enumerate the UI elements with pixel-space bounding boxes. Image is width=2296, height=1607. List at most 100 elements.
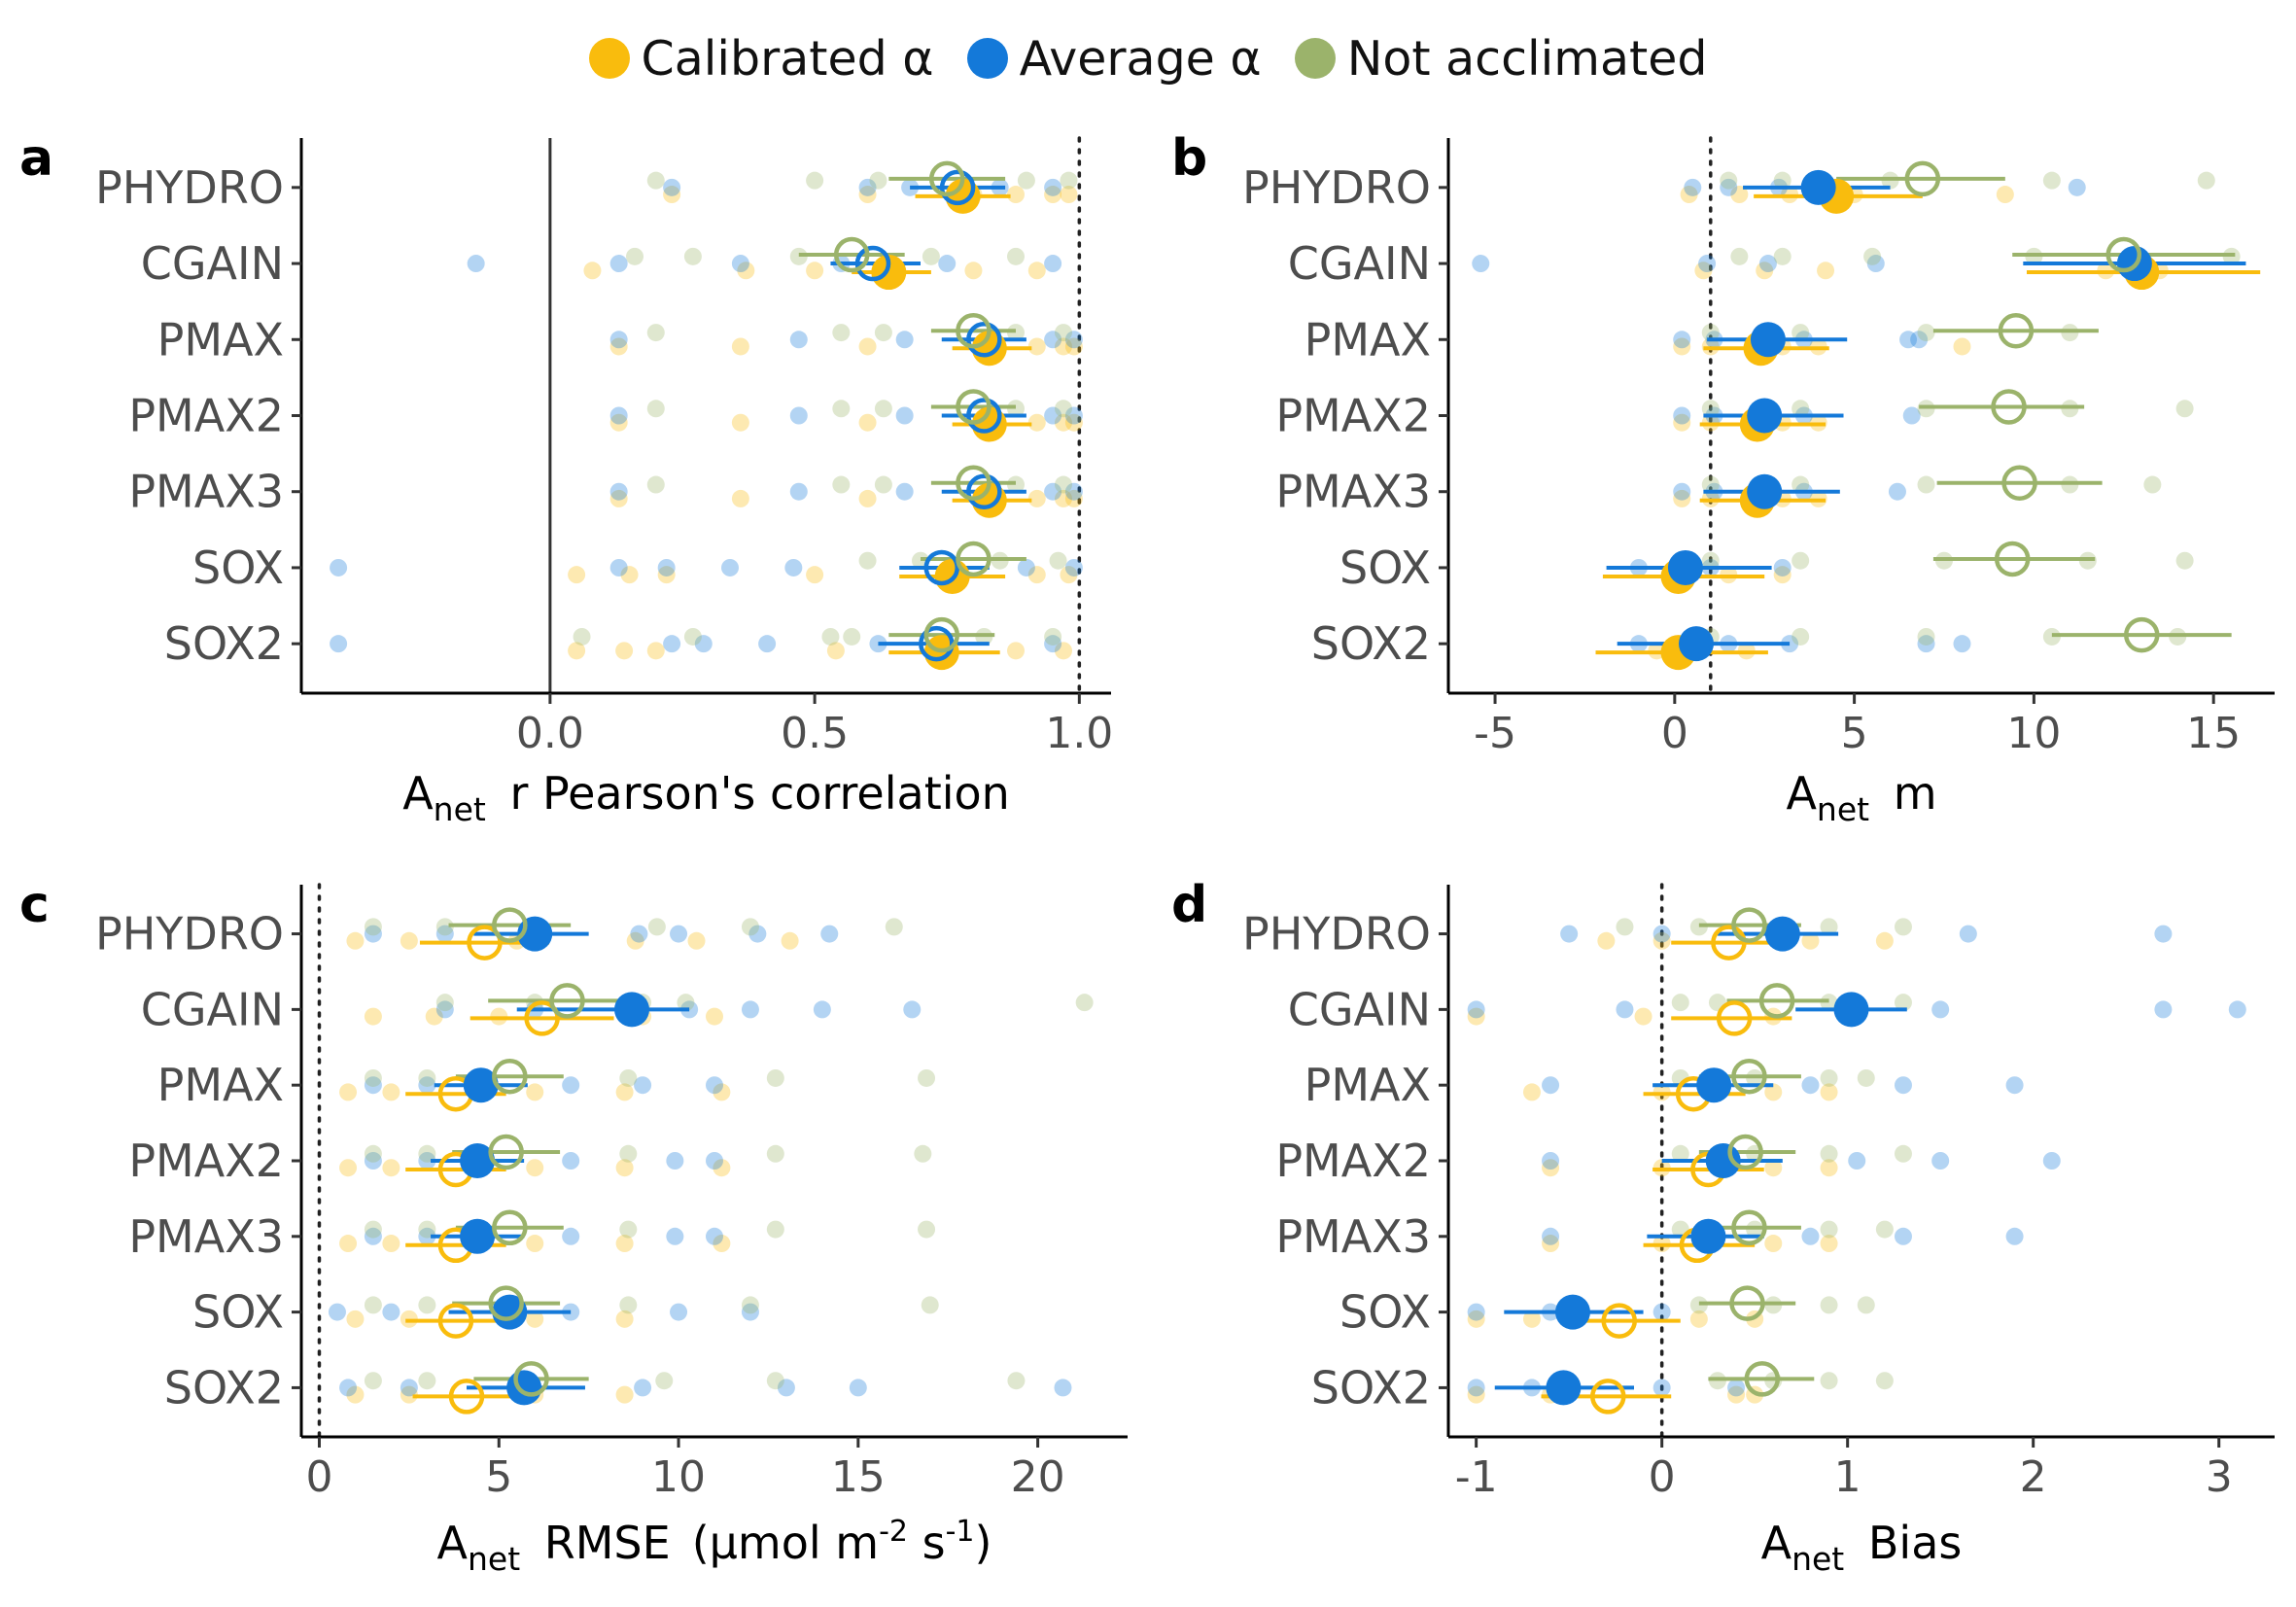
mean-marker-not-acclimated bbox=[2001, 465, 2037, 501]
y-tick-label: PMAX bbox=[157, 1059, 284, 1111]
mean-marker-not-acclimated bbox=[1731, 1058, 1767, 1095]
data-point-calibrated bbox=[615, 1083, 634, 1101]
data-point-calibrated bbox=[1467, 1310, 1485, 1328]
x-tick-label: 1.0 bbox=[1045, 709, 1113, 758]
data-point-average bbox=[1910, 331, 1929, 349]
data-point-average bbox=[1054, 1379, 1072, 1397]
data-point-calibrated bbox=[620, 566, 639, 584]
data-point-not-acclimated bbox=[1701, 551, 1720, 570]
data-point-calibrated bbox=[609, 489, 628, 507]
data-point-not-acclimated bbox=[2042, 171, 2061, 190]
x-tick-label: 0 bbox=[1661, 709, 1688, 758]
data-point-average bbox=[630, 925, 648, 943]
data-point-not-acclimated bbox=[1701, 400, 1720, 418]
data-point-not-acclimated bbox=[1055, 400, 1072, 418]
mean-marker-not-acclimated bbox=[1904, 160, 1941, 197]
data-point-not-acclimated bbox=[626, 247, 644, 265]
data-point-average bbox=[1673, 331, 1691, 349]
mean-marker-not-acclimated bbox=[492, 1209, 528, 1246]
data-point-calibrated bbox=[663, 186, 681, 204]
data-point-not-acclimated bbox=[2197, 171, 2215, 190]
data-point-calibrated bbox=[1801, 931, 1820, 950]
data-point-average bbox=[1044, 331, 1062, 349]
mean-marker-average bbox=[966, 322, 1002, 358]
data-point-average bbox=[1542, 1076, 1560, 1095]
panel-d: PHYDRO CGAIN PMAX PMAX2 PMAX3 SOX SOX2 -1 0 1 2 3 d A… bbox=[1171, 876, 2275, 1578]
data-point-average bbox=[1673, 482, 1691, 501]
data-point-not-acclimated bbox=[1044, 627, 1062, 646]
data-point-average bbox=[903, 1000, 922, 1019]
mean-marker-not-acclimated bbox=[2105, 236, 2142, 273]
data-point-not-acclimated bbox=[885, 918, 903, 936]
data-point-average bbox=[731, 255, 749, 273]
data-point-not-acclimated bbox=[364, 1372, 382, 1390]
data-point-average bbox=[1616, 1000, 1634, 1019]
data-point-calibrated bbox=[1027, 489, 1046, 507]
data-point-calibrated bbox=[1064, 337, 1083, 356]
x-tick-label: 20 bbox=[1011, 1452, 1065, 1502]
data-point-calibrated bbox=[1060, 566, 1078, 584]
data-point-not-acclimated bbox=[1773, 247, 1792, 265]
data-point-calibrated bbox=[1055, 413, 1072, 432]
data-point-calibrated bbox=[713, 1159, 731, 1177]
y-tick-label: PMAX3 bbox=[1275, 1210, 1431, 1263]
data-point-average bbox=[382, 1303, 400, 1321]
data-point-calibrated bbox=[1055, 337, 1072, 356]
data-point-calibrated bbox=[1673, 337, 1691, 356]
data-point-calibrated bbox=[731, 413, 749, 432]
data-point-not-acclimated bbox=[874, 475, 892, 494]
data-point-calibrated bbox=[1764, 1235, 1783, 1253]
y-tick-label: PMAX3 bbox=[128, 466, 284, 518]
data-point-calibrated bbox=[615, 1385, 634, 1404]
data-point-average bbox=[666, 1152, 684, 1170]
y-tick-label: SOX bbox=[1339, 1286, 1431, 1339]
data-point-calibrated bbox=[626, 931, 644, 950]
mean-marker-average bbox=[460, 1143, 496, 1178]
legend-swatch-not-acclimated bbox=[1294, 38, 1336, 79]
data-point-not-acclimated bbox=[646, 171, 665, 190]
data-point-average bbox=[634, 1379, 652, 1397]
data-point-calibrated bbox=[1756, 262, 1774, 280]
data-point-not-acclimated bbox=[683, 627, 702, 646]
data-point-average bbox=[1720, 178, 1738, 196]
data-point-calibrated bbox=[609, 337, 628, 356]
data-point-not-acclimated bbox=[364, 1296, 382, 1314]
data-point-average bbox=[1542, 1152, 1560, 1170]
data-point-not-acclimated bbox=[364, 1220, 382, 1239]
data-point-calibrated bbox=[1817, 262, 1835, 280]
data-point-average bbox=[330, 635, 348, 653]
data-point-calibrated bbox=[858, 186, 877, 204]
data-point-calibrated bbox=[615, 1159, 634, 1177]
data-point-not-acclimated bbox=[1007, 1372, 1026, 1390]
mean-marker-not-acclimated bbox=[1998, 313, 2035, 349]
data-point-calibrated bbox=[1007, 642, 1025, 660]
data-point-average bbox=[663, 635, 681, 653]
data-point-calibrated bbox=[526, 1083, 544, 1101]
data-point-not-acclimated bbox=[619, 1068, 638, 1087]
mean-marker-average bbox=[854, 245, 891, 282]
data-point-average bbox=[895, 331, 914, 349]
data-point-calibrated bbox=[382, 1159, 400, 1177]
data-point-calibrated bbox=[826, 642, 845, 660]
data-point-not-acclimated bbox=[1792, 400, 1810, 418]
y-tick-label: SOX2 bbox=[1311, 1361, 1431, 1414]
data-point-average bbox=[1064, 331, 1083, 349]
data-point-calibrated bbox=[1064, 413, 1083, 432]
data-point-not-acclimated bbox=[1820, 1220, 1838, 1239]
panel-label: b bbox=[1171, 129, 1207, 188]
mean-marker-average bbox=[1554, 1294, 1590, 1330]
data-point-average bbox=[1894, 1076, 1912, 1095]
data-point-average bbox=[1758, 255, 1777, 273]
mean-marker-not-acclimated bbox=[1727, 1134, 1763, 1170]
data-point-average bbox=[1017, 558, 1035, 576]
data-point-not-acclimated bbox=[766, 1220, 784, 1239]
panel-label: a bbox=[19, 129, 53, 188]
data-point-not-acclimated bbox=[741, 1296, 759, 1314]
data-point-calibrated bbox=[1820, 1235, 1838, 1253]
data-point-average bbox=[1064, 482, 1083, 501]
data-point-calibrated bbox=[713, 1235, 731, 1253]
data-point-average bbox=[784, 558, 803, 576]
x-tick-label: -1 bbox=[1455, 1452, 1498, 1502]
x-axis-title: Anet m bbox=[1786, 767, 1936, 828]
